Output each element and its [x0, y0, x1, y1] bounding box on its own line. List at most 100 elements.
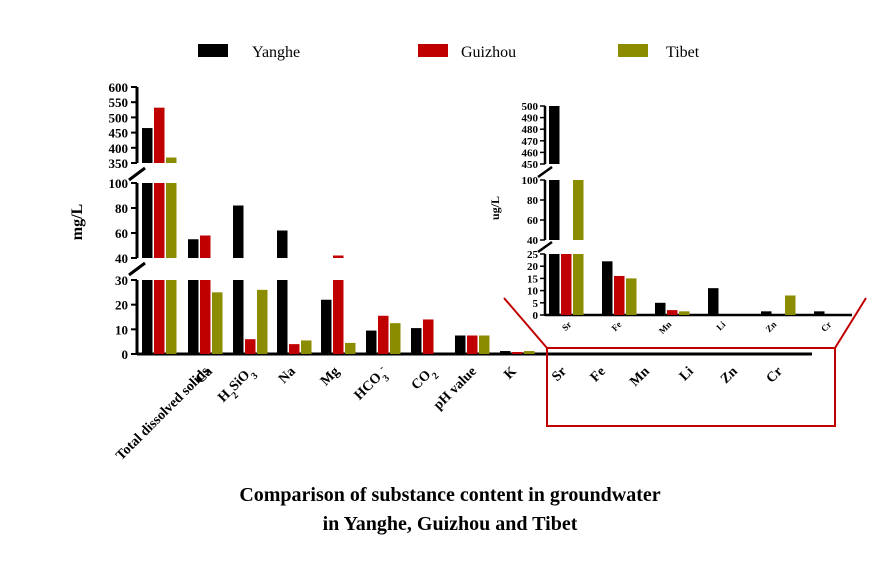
inset-y-tick-label-5: 25: [527, 249, 539, 261]
main-bar-yanghe-6-seg0: [411, 328, 422, 354]
inset-y-tick-label-9: 100: [522, 175, 539, 187]
main-bar-tibet-0-seg2: [166, 157, 177, 163]
main-x-label-6: CO2: [409, 364, 441, 396]
main-bar-yanghe-5-seg0: [366, 330, 377, 354]
main-bar-tibet-2-seg0: [257, 289, 268, 354]
main-x-label-3: Na: [276, 364, 299, 387]
inset-x-label-1: Fe: [610, 319, 624, 333]
inset-bar-tibet-0-seg1: [573, 180, 584, 240]
main-bar-yanghe-0-seg1: [142, 183, 153, 258]
inset-y-tick-label-11: 460: [522, 147, 539, 159]
main-y-tick-label-8: 350: [109, 156, 129, 171]
main-bar-tibet-3-seg0: [301, 340, 312, 354]
inset-bar-tibet-0-seg0: [573, 254, 584, 315]
main-axis-break-1: [128, 166, 146, 182]
main-bar-yanghe-4-seg0: [321, 299, 332, 354]
main-x-label-4: Mg: [318, 364, 343, 389]
main-bar-guizhou-7-seg0: [467, 335, 478, 354]
main-bar-guizhou-1-seg1: [200, 235, 211, 258]
main-y-tick-label-2: 20: [115, 298, 128, 313]
inset-x-label-2: Mn: [657, 319, 674, 336]
inset-bar-guizhou-1-seg0: [614, 275, 625, 315]
inset-bar-yanghe-0-seg0: [549, 254, 560, 315]
main-bar-yanghe-7-seg0: [455, 335, 466, 354]
main-bar-yanghe-0-seg2: [142, 128, 153, 163]
main-x-label-2: H2SiO3: [215, 364, 260, 409]
inset-axis-break-1: [537, 165, 553, 179]
inset-x-label-3: Li: [714, 319, 727, 332]
main-y-tick-label-12: 550: [109, 95, 129, 110]
main-bar-guizhou-0-seg1: [154, 183, 165, 258]
inset-bar-guizhou-2-seg0: [667, 310, 678, 315]
main-x-label-5: HCO3-: [350, 362, 394, 406]
main-bar-yanghe-3-seg1: [277, 230, 288, 258]
main-y-tick-label-3: 30: [115, 273, 128, 288]
inset-y-tick-label-1: 5: [533, 298, 539, 310]
inset-x-label-5: Cr: [819, 319, 833, 333]
inset-y-tick-label-14: 490: [522, 113, 539, 125]
inset-y-tick-label-12: 470: [522, 136, 539, 148]
inset-x-label-4: Zn: [764, 319, 779, 334]
main-bar-yanghe-2-seg1: [233, 205, 244, 258]
inset-bar-yanghe-0-seg2: [549, 106, 560, 164]
main-bar-guizhou-4-seg1: [333, 255, 344, 258]
main-bar-yanghe-2-seg0: [233, 280, 244, 354]
main-x-label-8: K: [502, 364, 520, 382]
main-y-tick-label-0: 0: [122, 347, 129, 362]
main-y-tick-label-1: 10: [115, 322, 128, 337]
main-bar-guizhou-5-seg0: [378, 315, 389, 354]
main-bar-guizhou-0-seg0: [154, 280, 165, 354]
main-bar-guizhou-1-seg0: [200, 280, 211, 354]
inset-bar-yanghe-0-seg1: [549, 180, 560, 240]
main-y-tick-label-13: 600: [109, 80, 129, 95]
inset-bar-guizhou-0-seg0: [561, 254, 572, 315]
inset-bar-tibet-1-seg0: [626, 278, 637, 315]
inset-y-tick-label-4: 20: [527, 261, 539, 273]
inset-y-tick-label-0: 0: [533, 310, 539, 322]
inset-bar-tibet-4-seg0: [785, 295, 796, 315]
legend-swatch-yanghe: [198, 44, 228, 57]
legend-label-yanghe: Yanghe: [252, 44, 300, 61]
main-x-label-7: pH value: [431, 364, 480, 413]
main-bar-tibet-0-seg0: [166, 280, 177, 354]
main-bar-yanghe-8-seg0: [500, 351, 511, 354]
main-y-tick-label-4: 40: [115, 251, 128, 266]
inset-y-tick-label-2: 10: [527, 286, 539, 298]
main-x-label-14: Cr: [764, 364, 786, 386]
main-y-tick-label-5: 60: [115, 226, 128, 241]
zoom-highlight: [503, 297, 867, 427]
zoom-connector-right: [834, 297, 867, 349]
main-bar-tibet-7-seg0: [479, 335, 490, 354]
inset-bar-yanghe-3-seg0: [708, 288, 719, 315]
inset-bar-tibet-2-seg0: [679, 311, 690, 315]
legend-swatch-guizhou: [418, 44, 448, 57]
main-bar-guizhou-8-seg0: [512, 352, 523, 354]
main-bar-tibet-1-seg0: [212, 292, 223, 354]
inset-y-tick-label-6: 40: [527, 235, 539, 247]
inset-x-label-0: Sr: [560, 319, 573, 332]
inset-axis-break-0: [537, 240, 553, 254]
legend-label-tibet: Tibet: [666, 44, 700, 61]
chart-title-line-1: Comparison of substance content in groun…: [239, 484, 660, 506]
inset-bar-yanghe-1-seg0: [602, 261, 613, 315]
inset-y-axis-label: ug/L: [488, 196, 502, 220]
main-bar-yanghe-3-seg0: [277, 280, 288, 354]
inset-bar-yanghe-4-seg0: [761, 311, 772, 315]
main-x-label-12: Li: [677, 364, 697, 384]
main-x-label-11: Mn: [627, 364, 653, 390]
main-chart: 0102030406080100350400450500550600Total …: [109, 80, 812, 464]
main-y-tick-label-11: 500: [109, 110, 129, 125]
zoom-connector-left: [503, 297, 548, 349]
chart-title-line-2: in Yanghe, Guizhou and Tibet: [323, 513, 578, 535]
main-bar-tibet-5-seg0: [390, 323, 401, 354]
main-y-tick-label-7: 100: [109, 176, 129, 191]
main-bar-yanghe-1-seg0: [188, 280, 199, 354]
legend-label-guizhou: Guizhou: [461, 44, 516, 61]
main-bar-tibet-8-seg0: [524, 351, 535, 354]
main-bar-guizhou-6-seg0: [423, 319, 434, 354]
main-y-tick-label-9: 400: [109, 141, 129, 156]
legend: Yanghe Guizhou Tibet: [198, 44, 700, 61]
inset-y-tick-label-8: 80: [527, 195, 539, 207]
